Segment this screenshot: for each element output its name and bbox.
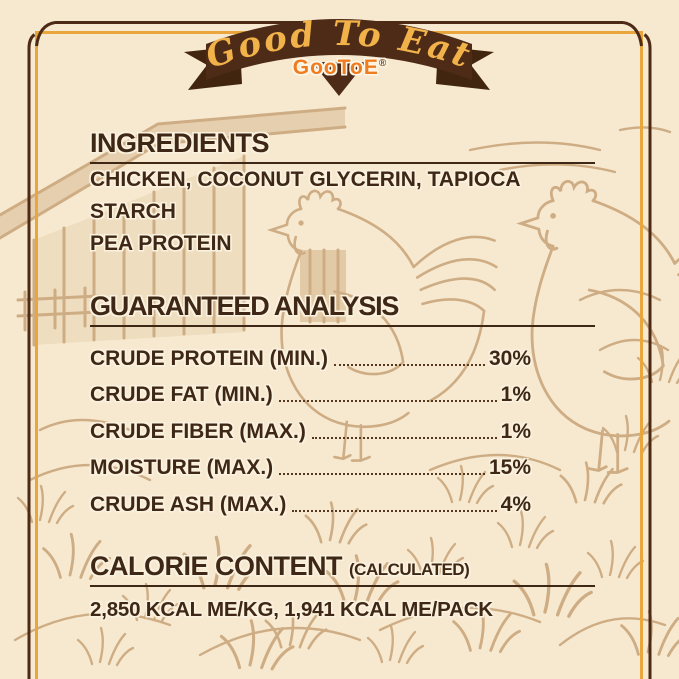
ingredients-section: INGREDIENTS CHICKEN, COCONUT GLYCERIN, T…: [90, 128, 595, 260]
ingredients-title: INGREDIENTS: [90, 128, 595, 164]
analysis-label: CRUDE FAT (MIN.): [90, 383, 273, 406]
calorie-subtitle-text: (CALCULATED): [349, 560, 470, 579]
analysis-value: 15%: [488, 456, 531, 479]
guaranteed-analysis-table: CRUDE PROTEIN (MIN.) 30% CRUDE FAT (MIN.…: [90, 334, 531, 517]
brand-logo: GooToE®: [0, 56, 679, 80]
calorie-title-text: CALORIE CONTENT: [90, 551, 343, 581]
brand-logo-text: GooToE: [292, 56, 379, 79]
registered-trademark-symbol: ®: [378, 58, 387, 69]
dotted-leader: [311, 436, 497, 439]
table-row: CRUDE ASH (MAX.) 4%: [90, 480, 531, 517]
calorie-content-section: CALORIE CONTENT (CALCULATED) 2,850 KCAL …: [90, 551, 595, 622]
calorie-content-title: CALORIE CONTENT (CALCULATED): [90, 551, 595, 587]
calorie-value: 2,850 KCAL ME/KG, 1,941 KCAL ME/PACK: [90, 598, 493, 621]
guaranteed-analysis-section: GUARANTEED ANALYSIS CRUDE PROTEIN (MIN.)…: [90, 291, 595, 517]
analysis-value: 1%: [500, 383, 531, 406]
ingredients-line: CHICKEN, COCONUT GLYCERIN, TAPIOCA STARC…: [90, 168, 520, 223]
analysis-value: 4%: [500, 492, 531, 516]
analysis-label: CRUDE FIBER (MAX.): [90, 419, 306, 443]
guaranteed-analysis-title: GUARANTEED ANALYSIS: [90, 291, 595, 327]
analysis-value: 30%: [488, 346, 531, 370]
analysis-value: 1%: [500, 419, 531, 443]
analysis-label: MOISTURE (MAX.): [90, 456, 274, 479]
ingredients-line: PEA PROTEIN: [90, 232, 232, 255]
dotted-leader: [292, 509, 497, 512]
dotted-leader: [279, 473, 485, 475]
table-row: CRUDE PROTEIN (MIN.) 30%: [90, 334, 531, 371]
table-row: CRUDE FIBER (MAX.) 1%: [90, 407, 531, 444]
table-row: MOISTURE (MAX.) 15%: [90, 444, 531, 481]
dotted-leader: [334, 363, 485, 366]
analysis-label: CRUDE PROTEIN (MIN.): [90, 346, 328, 370]
analysis-label: CRUDE ASH (MAX.): [90, 492, 287, 516]
dotted-leader: [278, 400, 497, 402]
table-row: CRUDE FAT (MIN.) 1%: [90, 371, 531, 408]
